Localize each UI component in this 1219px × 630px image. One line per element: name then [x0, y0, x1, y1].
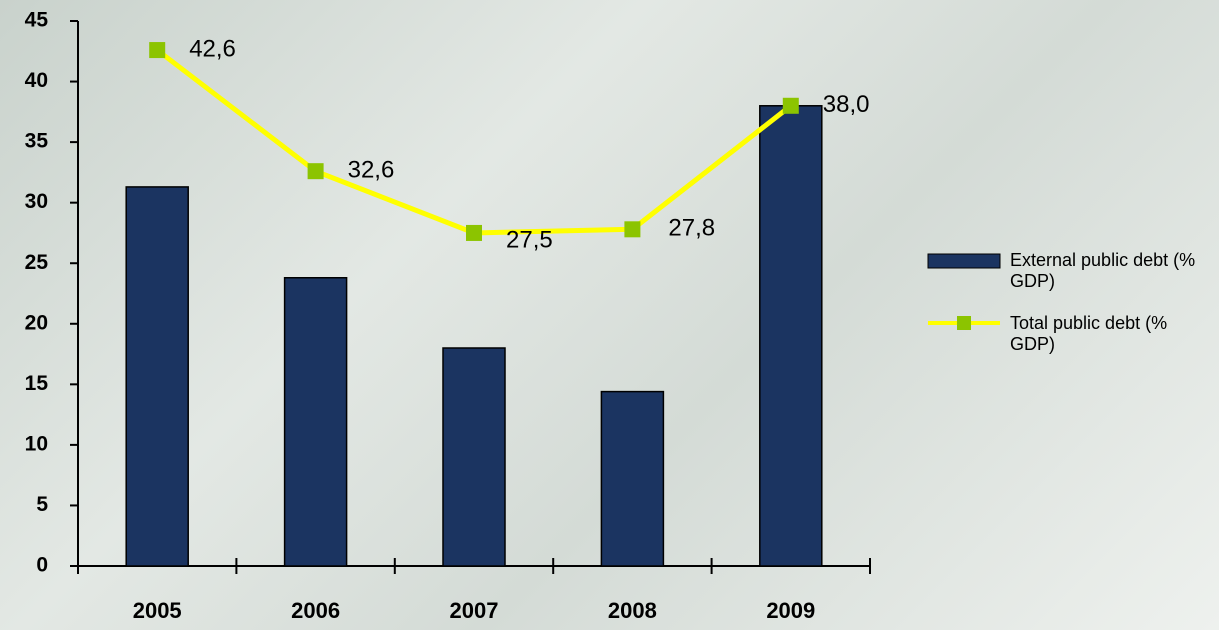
y-tick-label: 20 [25, 311, 48, 334]
line-marker [149, 42, 166, 59]
x-tick-label: 2005 [133, 598, 182, 623]
y-tick-label: 45 [25, 9, 49, 32]
x-tick-label: 2006 [291, 598, 340, 623]
y-tick-label: 25 [25, 251, 49, 274]
bar [283, 277, 348, 567]
y-tick-label: 35 [25, 130, 49, 153]
y-tick-label: 30 [25, 190, 48, 213]
bar [442, 347, 506, 567]
y-tick-label: 5 [36, 493, 48, 516]
line-marker [782, 97, 799, 114]
line-marker [307, 163, 324, 180]
line [155, 48, 793, 236]
x-tick-label: 2007 [450, 598, 499, 623]
data-label: 42,6 [189, 35, 236, 62]
bar [600, 390, 665, 567]
data-label: 27,5 [506, 226, 553, 253]
legend-line-marker [957, 316, 971, 330]
data-label: 32,6 [348, 157, 395, 184]
bar [125, 186, 189, 567]
y-tick-label: 10 [25, 432, 48, 455]
line-marker [624, 221, 641, 238]
x-tick-label: 2008 [608, 598, 657, 623]
y-tick-label: 40 [25, 69, 48, 92]
legend-bar-swatch [927, 253, 1001, 269]
legend-label: Total public debt (% GDP) [1010, 313, 1168, 354]
bar [759, 105, 823, 567]
y-tick-label: 0 [36, 554, 48, 577]
legend-label: External public debt (% GDP) [1010, 250, 1196, 291]
y-tick-label: 15 [25, 372, 49, 395]
line-marker [466, 224, 482, 241]
data-label: 38,0 [823, 91, 870, 118]
data-label: 27,8 [668, 215, 715, 242]
x-tick-label: 2009 [766, 598, 815, 623]
